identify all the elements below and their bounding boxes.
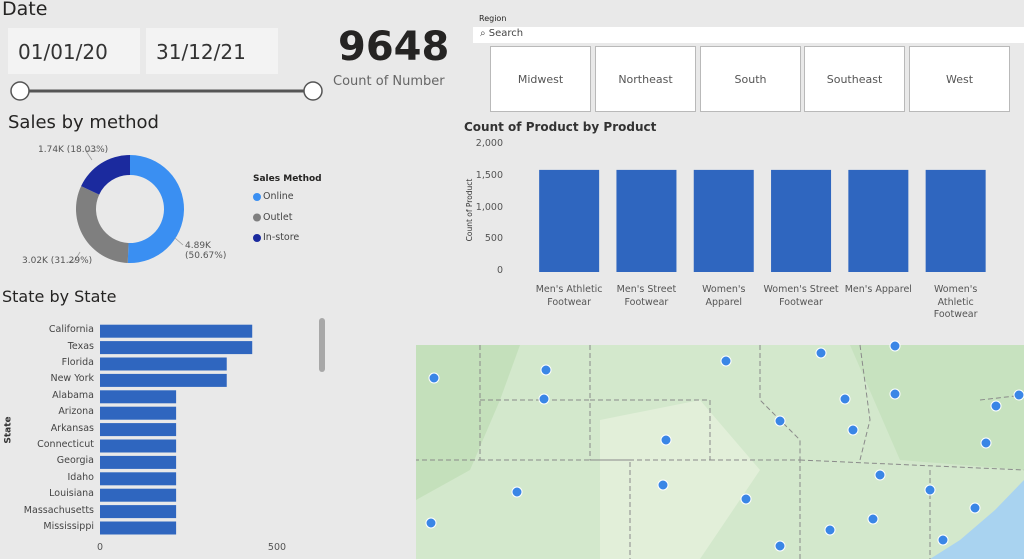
bar [100, 423, 177, 437]
donut-slice [127, 155, 184, 263]
chart-title: State by State [2, 287, 117, 306]
y-tick-label: New York [50, 373, 94, 385]
y-tick-label: 2,000 [475, 138, 503, 149]
legend-swatch [253, 193, 261, 201]
y-tick-label: Texas [67, 340, 94, 352]
slicer-title: Region [479, 14, 507, 23]
x-tick-label: Men's Street Footwear [616, 284, 677, 308]
card-value: 9648 [338, 24, 450, 70]
data-label: 1.74K (18.03%) [38, 145, 109, 155]
region-option[interactable]: Midwest [490, 46, 591, 112]
y-tick-label: Georgia [56, 455, 94, 467]
y-tick-label: Louisiana [49, 488, 94, 500]
y-tick-label: Florida [61, 357, 94, 368]
bar [848, 169, 909, 272]
bar [100, 439, 177, 453]
search-box[interactable] [473, 27, 1024, 43]
map-terrain [600, 400, 760, 559]
legend-swatch [253, 234, 261, 242]
data-label: 4.89K (50.67%) [185, 241, 227, 261]
y-tick-label: Idaho [67, 471, 95, 483]
date-input[interactable] [146, 28, 278, 74]
map-terrain [850, 345, 1024, 470]
leader-line [68, 251, 81, 263]
y-tick-label: 0 [496, 265, 503, 276]
y-tick-label: Massachusetts [23, 504, 94, 516]
x-tick-label: Men's Athletic Footwear [535, 284, 603, 308]
scrollbar[interactable] [319, 318, 325, 372]
bar [771, 169, 832, 272]
bar [100, 324, 253, 338]
x-tick-label: 0 [96, 542, 104, 553]
x-tick-label: Women's Athletic Footwear [933, 284, 978, 320]
region-option[interactable]: South [700, 46, 801, 112]
data-label: 3.02K (31.29%) [22, 256, 93, 266]
bar [100, 488, 177, 502]
slicer-title: Date [2, 0, 48, 20]
map-points [425, 340, 1024, 552]
y-tick-label: 1,500 [475, 169, 503, 181]
y-tick-label: 500 [484, 233, 503, 245]
bar [100, 505, 177, 519]
x-tick-label: Men's Apparel [844, 284, 912, 295]
bar [100, 390, 177, 404]
map-borders [416, 344, 1024, 559]
leader-line [174, 237, 184, 246]
y-tick-label: Arkansas [50, 422, 94, 434]
bar [100, 455, 177, 469]
search-placeholder: ⌕ Search [480, 28, 524, 39]
y-axis-label: State [4, 416, 14, 443]
search-text: Search [488, 28, 524, 39]
start-date: 01/01/20 [18, 40, 108, 64]
bar [100, 406, 177, 420]
chart-title: Count of Product by Product [464, 120, 657, 134]
donut-slice [75, 186, 129, 263]
card-label: Count of Number [333, 74, 445, 89]
bar [925, 169, 986, 272]
y-tick-label: Alabama [52, 389, 94, 401]
x-tick-label: Women's Street Footwear [763, 284, 839, 308]
date-slider[interactable] [10, 81, 323, 101]
bar [616, 169, 677, 272]
y-tick-label: California [48, 324, 94, 336]
bar [693, 169, 754, 272]
chart-title: Sales by method [8, 112, 159, 133]
leader-line [85, 150, 98, 161]
map-water [930, 480, 1024, 559]
map [416, 340, 1024, 559]
y-tick-label: Connecticut [37, 439, 94, 450]
bar [539, 169, 600, 272]
legend-label: Outlet [263, 211, 293, 223]
y-tick-label: Arizona [58, 406, 94, 418]
x-tick-label: Women's Apparel [702, 284, 746, 308]
donut-slice [81, 155, 130, 195]
legend-title: Sales Method [253, 174, 322, 184]
map-terrain [416, 345, 520, 500]
legend-label: Online [263, 191, 294, 202]
region-option[interactable]: Northeast [595, 46, 696, 112]
region-option[interactable]: Southeast [804, 46, 905, 112]
slider-handle[interactable] [10, 81, 30, 101]
bar [100, 472, 177, 486]
end-date: 31/12/21 [156, 40, 246, 64]
date-input[interactable] [8, 28, 140, 74]
bar [100, 373, 227, 387]
region-option[interactable]: West [909, 46, 1010, 112]
legend-swatch [253, 213, 261, 222]
bar [100, 521, 177, 535]
legend-label: In-store [263, 232, 300, 243]
x-tick-label: 500 [267, 542, 287, 553]
y-axis-label: Count of Product [465, 179, 474, 242]
bar [100, 357, 227, 371]
y-tick-label: Mississippi [43, 521, 94, 532]
bar [100, 341, 253, 355]
slider-handle[interactable] [303, 81, 323, 101]
y-tick-label: 1,000 [475, 201, 503, 213]
